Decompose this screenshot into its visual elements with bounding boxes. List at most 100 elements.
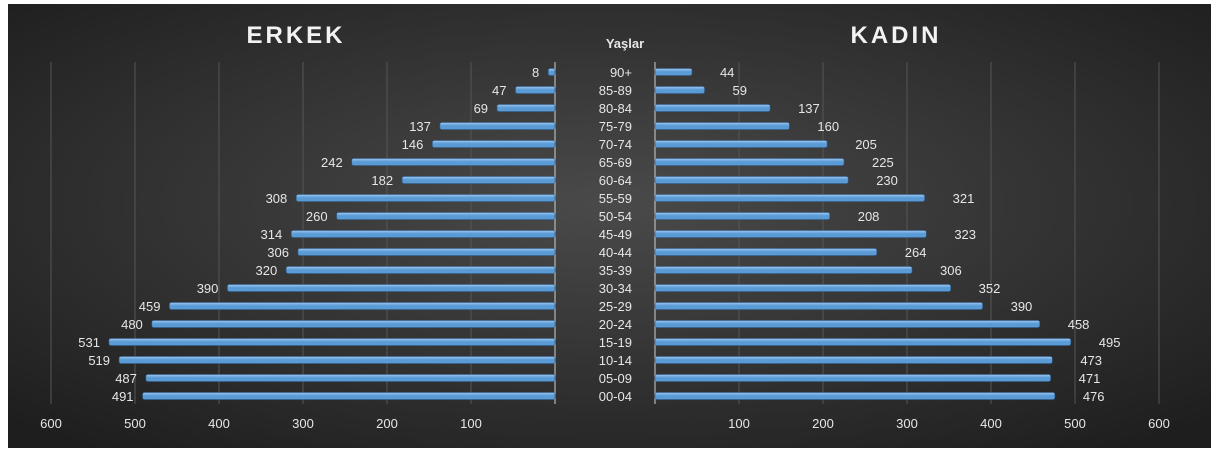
bar-kadin (654, 230, 927, 238)
data-label-kadin: 225 (872, 155, 894, 170)
data-label-kadin: 160 (817, 119, 839, 134)
category-label: 15-19 (599, 335, 632, 350)
data-label-erkek: 69 (474, 101, 488, 116)
bar-kadin (654, 374, 1051, 382)
data-label-erkek: 531 (78, 335, 100, 350)
bar-erkek (145, 374, 556, 382)
data-label-erkek: 519 (88, 353, 110, 368)
category-label: 70-74 (599, 137, 632, 152)
data-label-kadin: 476 (1083, 389, 1105, 404)
bar-erkek (432, 140, 556, 148)
data-label-kadin: 495 (1099, 335, 1121, 350)
bar-kadin (654, 176, 849, 184)
data-label-erkek: 146 (402, 137, 424, 152)
category-label: 85-89 (599, 83, 632, 98)
data-label-erkek: 137 (409, 119, 431, 134)
bar-erkek (351, 158, 556, 166)
data-label-erkek: 182 (371, 173, 393, 188)
data-label-erkek: 480 (121, 317, 143, 332)
bar-kadin (654, 140, 828, 148)
x-tick-label: 200 (812, 416, 834, 431)
data-label-kadin: 473 (1080, 353, 1102, 368)
bar-kadin (654, 194, 925, 202)
bar-erkek (118, 356, 556, 364)
x-tick-label: 300 (896, 416, 918, 431)
bar-kadin (654, 392, 1056, 400)
x-tick-label: 200 (376, 416, 398, 431)
bar-erkek (169, 302, 556, 310)
x-tick-label: 100 (728, 416, 750, 431)
data-label-kadin: 306 (940, 263, 962, 278)
data-label-kadin: 230 (876, 173, 898, 188)
bar-kadin (654, 68, 693, 76)
category-label: 80-84 (599, 101, 632, 116)
x-tick-label: 600 (1148, 416, 1170, 431)
bar-erkek (108, 338, 556, 346)
series-title-kadin: KADIN (851, 22, 942, 49)
bar-kadin (654, 320, 1041, 328)
bar-kadin (654, 158, 845, 166)
chart-background (8, 4, 1211, 448)
category-label: 10-14 (599, 353, 632, 368)
bar-erkek (290, 230, 556, 238)
data-label-erkek: 308 (266, 191, 288, 206)
series-title-erkek: ERKEK (246, 22, 345, 49)
data-label-erkek: 491 (112, 389, 134, 404)
x-tick-label: 600 (40, 416, 62, 431)
data-label-erkek: 390 (197, 281, 219, 296)
data-label-erkek: 459 (139, 299, 161, 314)
data-label-kadin: 390 (1011, 299, 1033, 314)
data-label-erkek: 242 (321, 155, 343, 170)
category-label: 30-34 (599, 281, 632, 296)
bar-erkek (151, 320, 556, 328)
data-label-erkek: 260 (306, 209, 328, 224)
x-tick-label: 100 (460, 416, 482, 431)
category-label: 65-69 (599, 155, 632, 170)
bar-erkek (336, 212, 556, 220)
bar-erkek (439, 122, 556, 130)
category-label: 50-54 (599, 209, 632, 224)
data-label-erkek: 314 (261, 227, 283, 242)
bar-erkek (401, 176, 556, 184)
category-label: 55-59 (599, 191, 632, 206)
data-label-kadin: 321 (953, 191, 975, 206)
x-tick-label: 400 (208, 416, 230, 431)
category-label: 25-29 (599, 299, 632, 314)
bar-erkek (227, 284, 556, 292)
bar-erkek (285, 266, 556, 274)
category-label: 45-49 (599, 227, 632, 242)
category-label: 75-79 (599, 119, 632, 134)
bar-kadin (654, 86, 705, 94)
bars (108, 68, 1072, 400)
x-tick-label: 500 (124, 416, 146, 431)
data-label-kadin: 471 (1079, 371, 1101, 386)
bar-kadin (654, 122, 790, 130)
data-label-kadin: 352 (979, 281, 1001, 296)
data-label-kadin: 44 (720, 65, 734, 80)
bar-erkek (142, 392, 556, 400)
data-label-erkek: 487 (115, 371, 137, 386)
data-label-kadin: 208 (858, 209, 880, 224)
bar-erkek (297, 248, 556, 256)
data-label-kadin: 137 (798, 101, 820, 116)
category-label: 40-44 (599, 245, 632, 260)
bar-erkek (547, 68, 556, 76)
data-label-erkek: 8 (532, 65, 539, 80)
bar-kadin (654, 266, 913, 274)
bar-kadin (654, 104, 771, 112)
bar-kadin (654, 302, 983, 310)
data-label-kadin: 264 (905, 245, 927, 260)
x-tick-label: 300 (292, 416, 314, 431)
data-label-erkek: 47 (492, 83, 506, 98)
category-label: 00-04 (599, 389, 632, 404)
data-label-erkek: 320 (255, 263, 277, 278)
bar-kadin (654, 356, 1053, 364)
category-axis-title: Yaşlar (606, 36, 644, 51)
data-label-kadin: 323 (954, 227, 976, 242)
category-label: 60-64 (599, 173, 632, 188)
data-label-erkek: 306 (267, 245, 289, 260)
bar-erkek (295, 194, 556, 202)
bar-kadin (654, 338, 1072, 346)
